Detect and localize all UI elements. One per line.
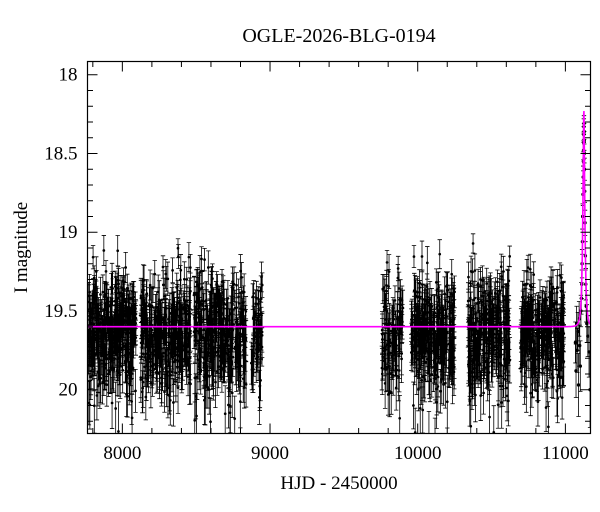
x-tick-label: 9000	[251, 443, 289, 464]
x-axis-label: HJD - 2450000	[280, 473, 397, 494]
tick-marks	[87, 61, 591, 434]
data-points	[87, 121, 591, 434]
data-layer	[87, 110, 591, 434]
y-tick-label: 20	[59, 380, 78, 401]
y-tick-label: 19.5	[44, 301, 77, 322]
x-tick-label: 10000	[394, 443, 442, 464]
chart-title: OGLE-2026-BLG-0194	[242, 25, 435, 47]
axis-ticks	[87, 61, 591, 434]
x-tick-label: 8000	[103, 443, 141, 464]
y-tick-label: 18	[59, 65, 78, 86]
y-tick-label: 18.5	[44, 143, 77, 164]
x-tick-label: 11000	[542, 443, 589, 464]
y-axis-label: I magnitude	[11, 202, 32, 293]
y-tick-label: 19	[59, 222, 78, 243]
model-curve	[87, 110, 591, 328]
error-bars	[87, 115, 591, 434]
